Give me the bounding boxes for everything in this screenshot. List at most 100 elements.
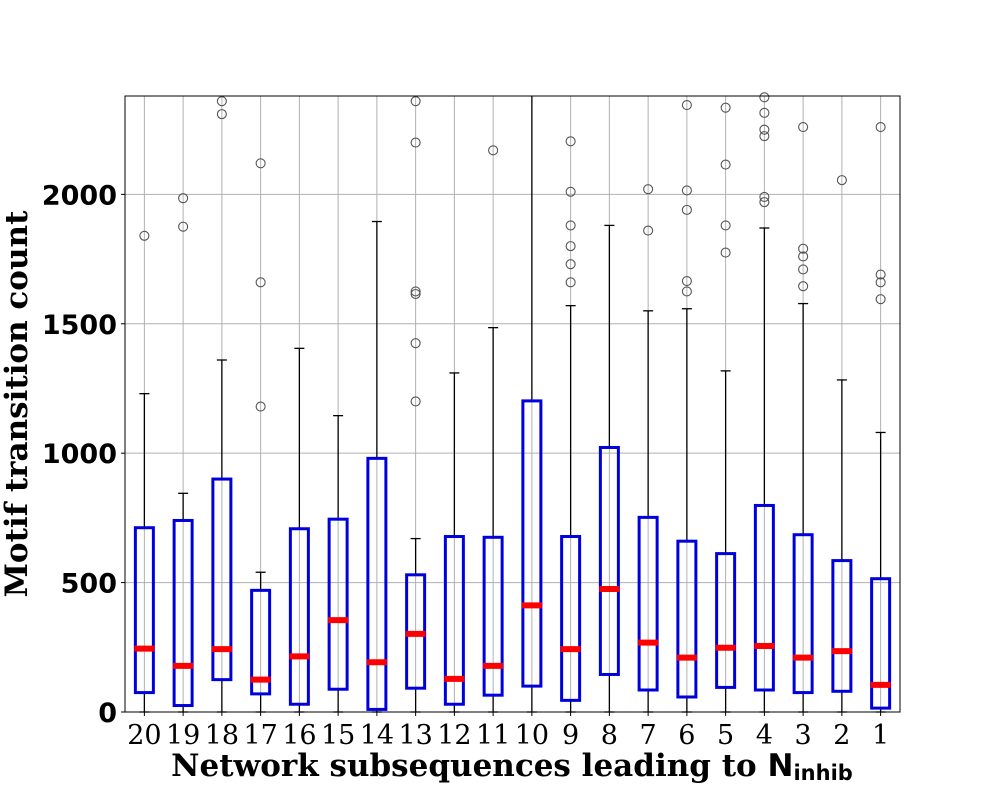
box-group-16 bbox=[288, 347, 310, 713]
box-layer bbox=[133, 92, 892, 713]
outlier-point bbox=[410, 137, 421, 148]
outlier-point bbox=[681, 185, 692, 196]
box-group-15 bbox=[327, 414, 349, 713]
outlier-point bbox=[255, 277, 266, 288]
x-tick-label: 13 bbox=[398, 720, 432, 751]
iqr-box bbox=[831, 559, 853, 693]
outlier-point bbox=[875, 277, 886, 288]
outlier-point bbox=[798, 122, 809, 133]
outlier-point bbox=[798, 243, 809, 254]
box-group-1 bbox=[870, 122, 892, 713]
x-tick-label: 20 bbox=[127, 720, 161, 751]
outlier-point bbox=[720, 220, 731, 231]
x-tick-labels: 20 19 18 17 16 15 14 13 12 11 10 9 8 7 6 5 4 3 2 1 bbox=[127, 720, 889, 751]
outlier-point bbox=[216, 109, 227, 120]
outlier-point bbox=[565, 259, 576, 270]
outlier-point bbox=[681, 204, 692, 215]
outlier-point bbox=[565, 277, 576, 288]
outlier-point bbox=[798, 251, 809, 262]
outlier-point bbox=[759, 191, 770, 202]
outlier-point bbox=[139, 230, 150, 241]
x-tick-label: 12 bbox=[437, 720, 471, 751]
outlier-point bbox=[759, 197, 770, 208]
outlier-point bbox=[759, 92, 770, 103]
outlier-point bbox=[255, 158, 266, 169]
outlier-point bbox=[798, 281, 809, 292]
outlier-point bbox=[565, 186, 576, 197]
iqr-box bbox=[327, 517, 349, 691]
outlier-point bbox=[798, 264, 809, 275]
outlier-point bbox=[410, 288, 421, 300]
iqr-box bbox=[366, 456, 388, 711]
box-group-8 bbox=[598, 224, 620, 713]
x-tick-label: 14 bbox=[360, 720, 394, 751]
outlier-point bbox=[565, 136, 576, 147]
outlier-point bbox=[759, 124, 770, 135]
y-tick-label: 1500 bbox=[42, 310, 117, 341]
x-tick-label: 7 bbox=[640, 720, 657, 751]
x-tick-label: 16 bbox=[282, 720, 316, 751]
outlier-point bbox=[410, 396, 421, 407]
iqr-box bbox=[288, 527, 310, 706]
outlier-point bbox=[178, 221, 189, 232]
box-group-14 bbox=[366, 220, 388, 713]
iqr-box bbox=[676, 539, 698, 699]
x-tick-label: 6 bbox=[678, 720, 695, 751]
outlier-point bbox=[681, 286, 692, 297]
box-group-19 bbox=[172, 193, 194, 713]
y-tick-label: 500 bbox=[61, 569, 117, 600]
outlier-point bbox=[720, 159, 731, 170]
outlier-point bbox=[488, 145, 499, 156]
outlier-point bbox=[216, 96, 227, 107]
x-tick-label: 4 bbox=[756, 720, 773, 751]
outlier-point bbox=[178, 193, 189, 204]
iqr-box bbox=[443, 535, 465, 706]
x-tick-label: 18 bbox=[205, 720, 239, 751]
box-group-11 bbox=[482, 145, 504, 713]
x-axis-label: Network subsequences leading to Ninhib bbox=[171, 748, 853, 785]
box-group-6 bbox=[676, 100, 698, 713]
iqr-box bbox=[560, 535, 582, 702]
outlier-point bbox=[720, 102, 731, 113]
iqr-box bbox=[521, 399, 543, 688]
outlier-point bbox=[565, 241, 576, 252]
box-group-20 bbox=[133, 230, 155, 713]
iqr-box bbox=[211, 477, 233, 682]
outlier-point bbox=[720, 247, 731, 258]
outlier-point bbox=[643, 184, 654, 195]
x-tick-label: 5 bbox=[717, 720, 734, 751]
box-group-5 bbox=[715, 102, 737, 713]
box-group-4 bbox=[753, 92, 775, 713]
iqr-box bbox=[870, 577, 892, 710]
y-tick-label: 0 bbox=[98, 698, 117, 729]
outlier-point bbox=[410, 286, 421, 297]
iqr-box bbox=[250, 588, 272, 696]
iqr-box bbox=[792, 533, 814, 695]
iqr-box bbox=[637, 515, 659, 692]
y-tick-label: 1000 bbox=[42, 439, 117, 470]
x-tick-label: 8 bbox=[601, 720, 618, 751]
y-tick-label: 2000 bbox=[42, 180, 117, 211]
y-tick-labels: 0 500 1000 1500 2000 bbox=[42, 180, 117, 729]
outlier-point bbox=[410, 96, 421, 107]
outlier-point bbox=[410, 338, 421, 349]
x-tick-label: 3 bbox=[795, 720, 812, 751]
box-group-17 bbox=[250, 158, 272, 713]
outlier-point bbox=[875, 269, 886, 280]
outlier-point bbox=[643, 225, 654, 236]
box-group-2 bbox=[831, 175, 853, 713]
y-axis-label: Motif transition count bbox=[0, 210, 35, 597]
box-group-3 bbox=[792, 122, 814, 713]
x-tick-label: 2 bbox=[833, 720, 850, 751]
x-tick-label: 15 bbox=[321, 720, 355, 751]
iqr-box bbox=[133, 526, 155, 695]
outlier-point bbox=[681, 100, 692, 111]
box-group-10 bbox=[521, 96, 543, 713]
iqr-box bbox=[172, 518, 194, 708]
outlier-point bbox=[759, 131, 770, 142]
outlier-point bbox=[836, 175, 847, 186]
iqr-box bbox=[753, 503, 775, 692]
outlier-point bbox=[875, 294, 886, 305]
outlier-point bbox=[759, 107, 770, 118]
x-tick-label: 10 bbox=[515, 720, 549, 751]
